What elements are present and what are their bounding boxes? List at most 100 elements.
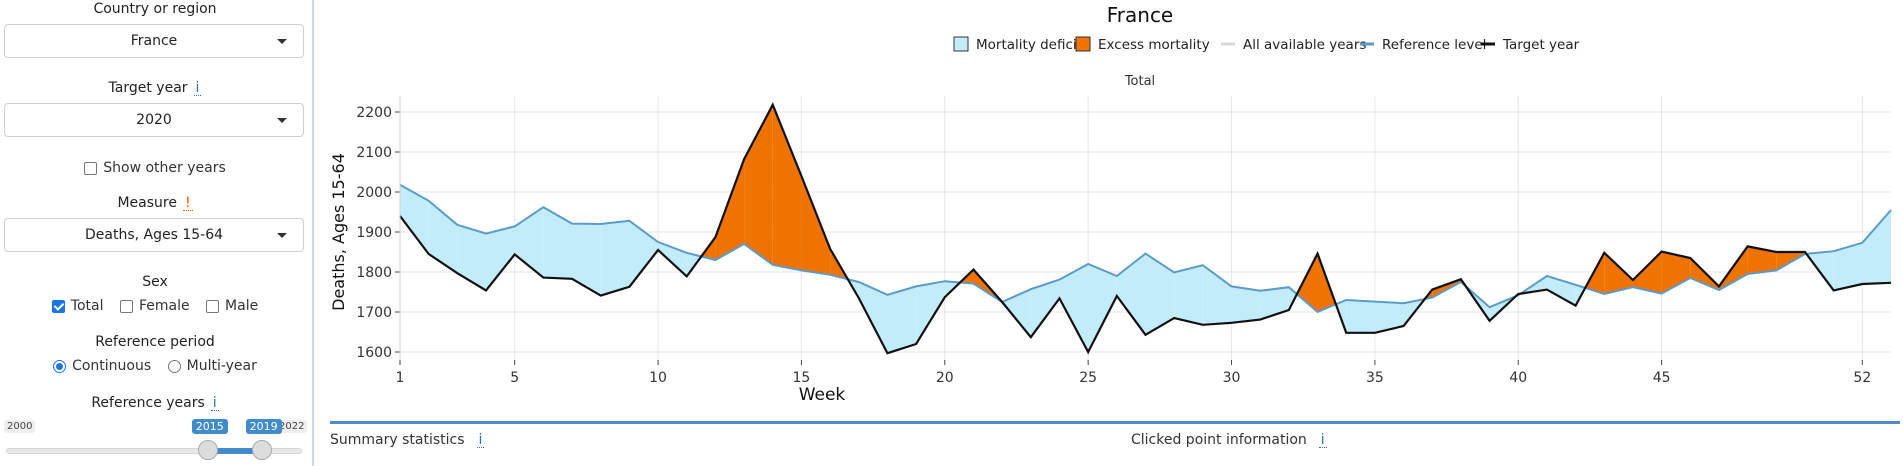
deficit-area <box>1374 301 1404 333</box>
reference-period-multiyear-radio[interactable]: Multi-year <box>167 358 257 374</box>
x-tick-label: 15 <box>793 370 811 386</box>
y-tick-label: 2000 <box>356 185 392 201</box>
slider-to-value: 2019 <box>245 419 282 434</box>
reference-years-info-icon[interactable]: i <box>210 395 219 411</box>
x-tick-label: 52 <box>1853 370 1871 386</box>
legend-swatch <box>953 36 969 52</box>
target-year-label: Target year <box>108 80 188 96</box>
excess-area <box>830 248 848 280</box>
deficit-area <box>1059 264 1089 352</box>
deficit-area <box>1346 300 1375 333</box>
excess-area <box>715 159 745 260</box>
excess-area <box>1661 251 1691 294</box>
summary-statistics-label: Summary statistics <box>330 432 465 448</box>
reference-years-label: Reference years <box>91 395 205 411</box>
sex-male-label: Male <box>225 298 259 314</box>
y-tick-label: 2200 <box>356 105 392 121</box>
y-axis-title: Deaths, Ages 15-64 <box>329 153 348 311</box>
deficit-area <box>1202 265 1232 325</box>
deficit-area <box>1030 279 1060 338</box>
target-year-select-value: 2020 <box>136 112 172 128</box>
show-other-years-checkbox[interactable]: Show other years <box>84 160 226 176</box>
deficit-area <box>486 226 515 291</box>
legend-swatch <box>1075 36 1091 52</box>
checkbox-icon <box>206 299 220 313</box>
excess-area <box>744 104 773 265</box>
x-tick-label: 40 <box>1509 370 1527 386</box>
legend-label: Target year <box>1502 37 1580 53</box>
show-other-years-row: Show other years <box>0 160 310 179</box>
reference-period-multiyear-label: Multi-year <box>186 358 257 374</box>
target-year-line <box>399 102 1892 355</box>
target-year-info-icon[interactable]: i <box>193 80 202 96</box>
checkbox-icon <box>84 161 98 175</box>
panel-divider <box>330 421 1900 424</box>
reference-years-slider-track[interactable] <box>6 448 302 454</box>
summary-info-icon[interactable]: i <box>476 432 485 448</box>
legend-label: Excess mortality <box>1098 37 1210 53</box>
sex-female-label: Female <box>138 298 190 314</box>
slider-from-value: 2015 <box>191 419 228 434</box>
slider-to-handle[interactable] <box>251 440 272 460</box>
chart-areas <box>400 104 1891 354</box>
excess-area <box>772 104 802 271</box>
x-tick-label: 20 <box>936 370 954 386</box>
sex-male-checkbox[interactable]: Male <box>206 298 258 314</box>
control-sidebar: Country or region France Target year i 20… <box>0 0 314 466</box>
excess-area <box>1747 246 1777 274</box>
sex-label: Sex <box>142 274 168 290</box>
slider-min-label: 2000 <box>4 420 36 433</box>
sex-options: Total Female Male <box>0 298 310 317</box>
country-select[interactable]: France <box>4 24 304 58</box>
legend-label: All available years <box>1243 37 1366 53</box>
excess-mortality-chart[interactable]: France Mortality deficit Excess mortality… <box>318 0 1903 420</box>
deficit-area <box>858 282 888 354</box>
y-tick-label: 2100 <box>356 145 392 161</box>
x-axis-title: Week <box>799 385 846 405</box>
excess-area <box>1632 251 1662 294</box>
deficit-area <box>887 286 917 354</box>
x-tick-label: 1 <box>396 370 405 386</box>
excess-area <box>801 176 831 275</box>
measure-label: Measure <box>117 195 177 211</box>
target-year-select[interactable]: 2020 <box>4 103 304 137</box>
target-year-label-row: Target year i <box>0 80 310 96</box>
deficit-area <box>400 184 429 254</box>
show-other-years-label: Show other years <box>103 160 226 176</box>
radio-selected-icon <box>53 359 67 373</box>
clicked-point-info-icon[interactable]: i <box>1318 432 1327 448</box>
measure-select[interactable]: Deaths, Ages 15-64 <box>4 218 304 252</box>
country-label: Country or region <box>93 1 217 17</box>
sex-total-checkbox[interactable]: Total <box>51 298 104 314</box>
reference-years-slider-selection <box>207 448 262 454</box>
chevron-down-icon <box>277 118 287 123</box>
chart-lines <box>399 102 1892 355</box>
slider-from-handle[interactable] <box>197 440 218 460</box>
sex-female-checkbox[interactable]: Female <box>119 298 190 314</box>
reference-period-continuous-label: Continuous <box>72 358 152 374</box>
deficit-area <box>1145 253 1175 335</box>
x-tick-label: 30 <box>1223 370 1241 386</box>
reference-period-continuous-radio[interactable]: Continuous <box>53 358 151 374</box>
deficit-area <box>543 207 573 279</box>
deficit-area <box>1116 253 1146 335</box>
sex-total-label: Total <box>70 298 104 314</box>
chart-legend[interactable]: Mortality deficit Excess mortality All ava… <box>953 36 1580 53</box>
chevron-down-icon <box>277 233 287 238</box>
x-tick-label: 5 <box>510 370 519 386</box>
chart-title: France <box>1107 3 1174 27</box>
measure-label-row: Measure! <box>0 195 310 211</box>
country-select-value: France <box>130 33 178 49</box>
reference-period-label: Reference period <box>95 334 215 350</box>
measure-warning-icon[interactable]: ! <box>182 195 193 211</box>
y-tick-label: 1900 <box>356 225 392 241</box>
y-tick-label: 1700 <box>356 305 392 321</box>
deficit-area <box>1088 264 1117 352</box>
x-tick-label: 25 <box>1079 370 1097 386</box>
measure-select-value: Deaths, Ages 15-64 <box>84 227 224 243</box>
deficit-area <box>572 223 601 296</box>
legend-label: Mortality deficit <box>976 37 1082 53</box>
deficit-area <box>1174 265 1203 325</box>
checkbox-checked-icon <box>51 299 65 313</box>
